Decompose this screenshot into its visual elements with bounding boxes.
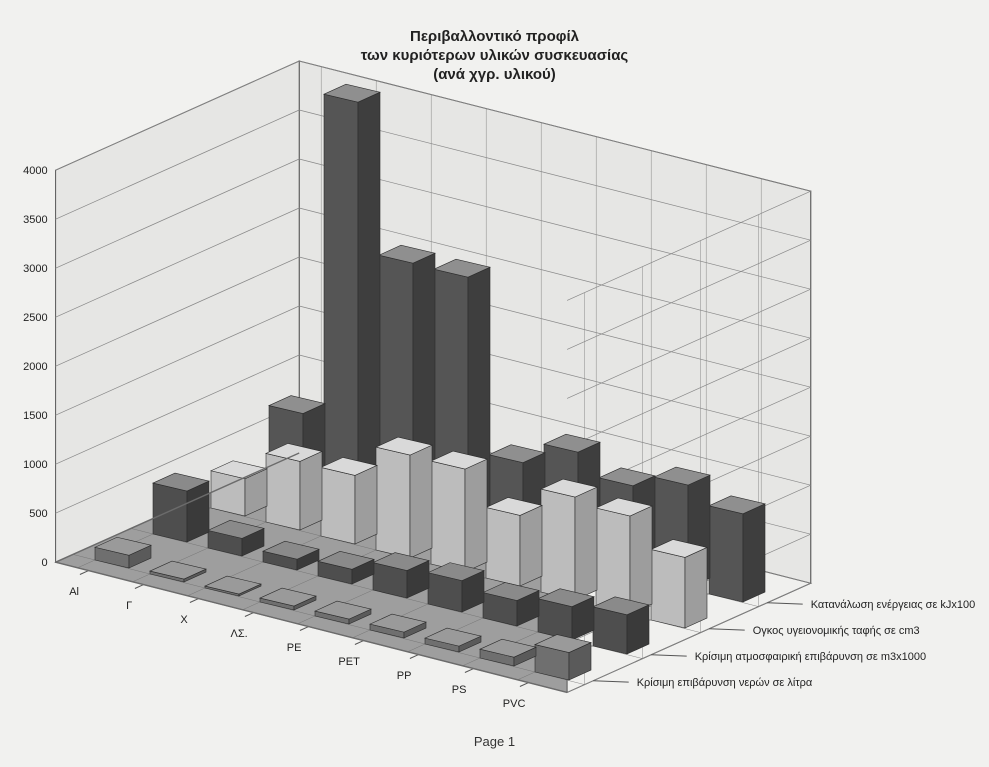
svg-text:4000: 4000 [23, 165, 47, 177]
svg-text:1000: 1000 [23, 459, 47, 471]
svg-text:0: 0 [41, 557, 47, 569]
svg-text:PP: PP [397, 670, 412, 682]
svg-text:Κρίσιμη ατμοσφαιρική επιβάρυνσ: Κρίσιμη ατμοσφαιρική επιβάρυνση σε m3x10… [695, 651, 926, 663]
svg-text:Χ: Χ [180, 614, 188, 626]
svg-text:2000: 2000 [23, 361, 47, 373]
svg-text:PS: PS [452, 684, 467, 696]
svg-text:PET: PET [338, 656, 360, 668]
svg-text:Κατανάλωση ενέργειας σε kJx100: Κατανάλωση ενέργειας σε kJx100 [811, 599, 976, 611]
svg-text:3500: 3500 [23, 214, 47, 226]
chart-3d-bar: 0 500 1000 1500 2000 2500 3000 3500 4000 Al Γ Χ ΛΣ. P… [0, 0, 989, 767]
svg-text:2500: 2500 [23, 312, 47, 324]
svg-text:Κρίσιμη επιβάρυνση νερών σε λί: Κρίσιμη επιβάρυνση νερών σε λίτρα [637, 677, 813, 689]
svg-text:500: 500 [29, 508, 47, 520]
svg-text:ΛΣ.: ΛΣ. [230, 628, 247, 640]
svg-text:PE: PE [287, 642, 302, 654]
svg-text:PVC: PVC [503, 698, 526, 710]
svg-text:Ογκος υγειονομικής ταφής σε cm: Ογκος υγειονομικής ταφής σε cm3 [753, 625, 920, 637]
svg-text:3000: 3000 [23, 263, 47, 275]
svg-text:Al: Al [69, 586, 79, 598]
svg-text:Γ: Γ [126, 600, 132, 612]
chart-page: Περιβαλλοντικό προφίλ των κυριότερων υλι… [0, 0, 989, 767]
page-footer: Page 1 [0, 734, 989, 749]
svg-text:1500: 1500 [23, 410, 47, 422]
